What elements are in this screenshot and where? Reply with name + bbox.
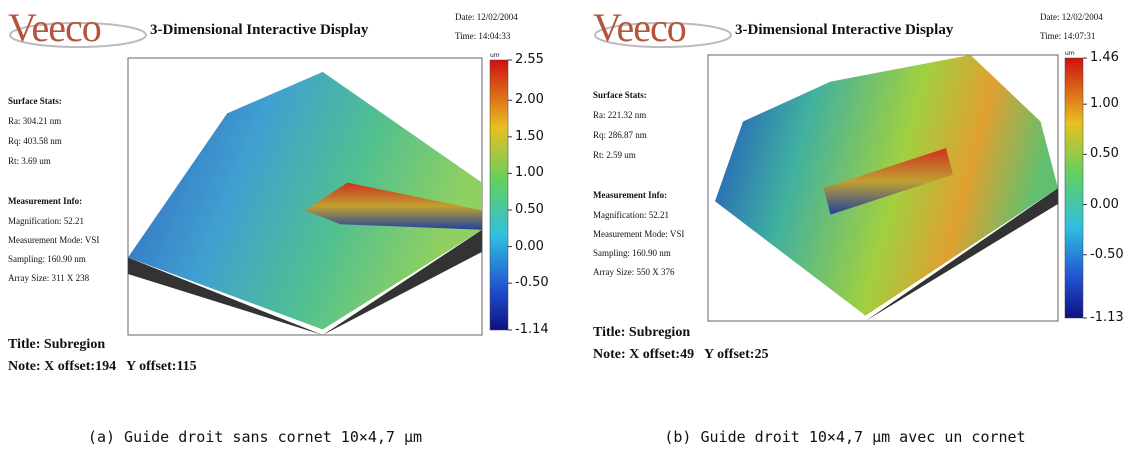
- stat-item: Rq: 286.87 nm: [593, 130, 647, 140]
- caption: (b) Guide droit 10×4,7 μm avec un cornet: [664, 428, 1026, 446]
- colorbar: [489, 59, 509, 331]
- colorbar-label: 2.55: [515, 52, 544, 67]
- colorbar-label: 1.50: [515, 128, 544, 144]
- colorbar-label: -0.50: [515, 275, 549, 291]
- subregion-title: Title: Subregion: [593, 325, 691, 340]
- colorbar-label: 0.00: [515, 238, 544, 254]
- offset-note: Note: X offset:194 Y offset:115: [8, 359, 197, 374]
- colorbar-label: 0.00: [1090, 196, 1119, 212]
- info-item: Sampling: 160.90 nm: [593, 248, 671, 258]
- colorbar-label: -1.13: [1090, 310, 1124, 325]
- display-title: 3-Dimensional Interactive Display: [735, 22, 954, 38]
- display-title: 3-Dimensional Interactive Display: [150, 22, 369, 38]
- stat-item: Rt: 2.59 um: [593, 150, 636, 160]
- info-item: Measurement Mode: VSI: [8, 235, 100, 245]
- logo: Veeco: [8, 5, 102, 50]
- info-item: Array Size: 311 X 238: [8, 273, 90, 283]
- info-item: Sampling: 160.90 nm: [8, 254, 86, 264]
- stat-item: Ra: 221.32 nm: [593, 110, 647, 120]
- info-item: Measurement Mode: VSI: [593, 229, 685, 239]
- colorbar-label: -0.50: [1090, 246, 1124, 262]
- info-item: Array Size: 550 X 376: [593, 267, 675, 277]
- caption: (a) Guide droit sans cornet 10×4,7 μm: [87, 428, 423, 446]
- colorbar-label: 0.50: [1090, 146, 1119, 162]
- colorbar-label: 0.50: [515, 202, 544, 217]
- logo-swoosh: [594, 22, 732, 48]
- colorbar: [1064, 57, 1084, 319]
- stats-heading: Surface Stats:: [593, 90, 647, 100]
- info-heading: Measurement Info:: [593, 190, 668, 200]
- offset-note: Note: X offset:49 Y offset:25: [593, 347, 769, 362]
- subregion-title: Title: Subregion: [8, 337, 106, 352]
- colorbar-unit: um: [490, 52, 500, 59]
- logo-swoosh: [9, 22, 147, 48]
- date: Date: 12/02/2004: [1040, 12, 1103, 22]
- stats-heading: Surface Stats:: [8, 96, 62, 106]
- info-item: Magnification: 52.21: [593, 210, 669, 220]
- stat-item: Rq: 403.58 nm: [8, 136, 62, 146]
- time: Time: 14:07:31: [1040, 31, 1096, 41]
- surface-base: [128, 229, 482, 335]
- waveguide-wall: [305, 182, 482, 230]
- colorbar-unit: um: [1065, 50, 1075, 57]
- info-item: Magnification: 52.21: [8, 216, 84, 226]
- colorbar-label: 1.46: [1090, 50, 1119, 65]
- logo: Veeco: [593, 5, 687, 50]
- surface: [128, 71, 482, 330]
- stat-item: Ra: 304.21 nm: [8, 116, 62, 126]
- colorbar-label: -1.14: [515, 322, 549, 337]
- colorbar-label: 1.00: [515, 165, 544, 181]
- waveguide-wall: [823, 148, 953, 215]
- date: Date: 12/02/2004: [455, 12, 518, 22]
- colorbar-label: 1.00: [1090, 96, 1119, 112]
- info-heading: Measurement Info:: [8, 196, 83, 206]
- time: Time: 14:04:33: [455, 31, 511, 41]
- stat-item: Rt: 3.69 um: [8, 156, 51, 166]
- colorbar-label: 2.00: [515, 92, 544, 108]
